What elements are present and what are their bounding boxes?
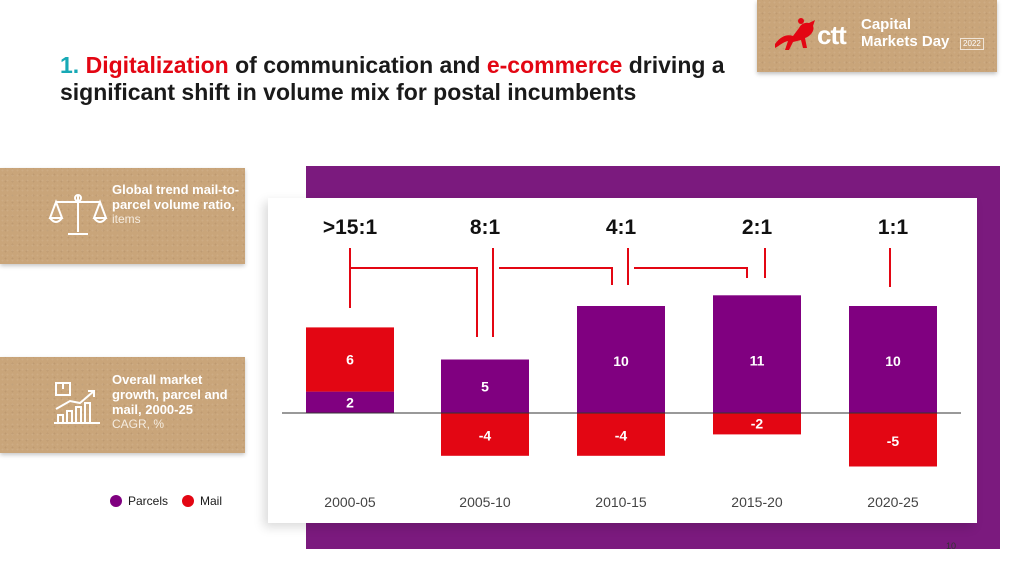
logo-line2: Markets Day — [861, 33, 950, 50]
horse-rider-icon — [775, 18, 815, 50]
title-keyword-digitalization: Digitalization — [85, 52, 229, 78]
bar-parcels-2005-10 — [441, 359, 529, 413]
title-number: 1. — [60, 52, 80, 78]
parcel-chart-icon — [54, 382, 100, 424]
ratio-label-1: 8:1 — [470, 216, 501, 239]
period-label-2015-20: 2015-20 — [731, 494, 783, 510]
ratio-label-3: 2:1 — [742, 216, 773, 239]
bar-parcels-2020-25 — [849, 306, 937, 413]
period-label-2005-10: 2005-10 — [459, 494, 511, 510]
connector-0-1 — [350, 267, 478, 337]
period-label-2020-25: 2020-25 — [867, 494, 919, 510]
period-label-2010-15: 2010-15 — [595, 494, 647, 510]
growth-info-text: Overall market growth, parcel and mail, … — [112, 372, 240, 432]
ratio-label-0: >15:1 — [323, 216, 378, 239]
chart-legend: Parcels Mail — [110, 494, 236, 508]
bar-mail-2005-10 — [441, 413, 529, 456]
page-title: 1. Digitalization of communication and e… — [60, 52, 750, 106]
growth-info-title: Overall market growth, parcel and mail, … — [112, 372, 228, 417]
label-parcels-2000-05: 2 — [346, 394, 354, 410]
label-mail-2015-20: -2 — [751, 416, 764, 432]
title-rest: driving a significant shift in volume mi… — [60, 52, 725, 105]
logo-box: ctt Capital Markets Day 2022 — [757, 0, 997, 72]
ratio-info-box: Global trend mail-to-parcel volume ratio… — [0, 168, 245, 264]
bar-mail-2020-25 — [849, 413, 937, 467]
label-mail-2020-25: -5 — [887, 433, 900, 449]
legend-item-parcels: Parcels — [110, 494, 168, 508]
period-label-2000-05: 2000-05 — [324, 494, 376, 510]
scales-icon — [48, 194, 108, 235]
logo-line1: Capital — [861, 16, 912, 33]
ratio-label-4: 1:1 — [878, 216, 909, 239]
label-parcels-2010-15: 10 — [613, 353, 629, 369]
label-mail-2000-05: 6 — [346, 352, 354, 368]
label-parcels-2020-25: 10 — [885, 353, 901, 369]
legend-label-mail: Mail — [200, 494, 223, 508]
legend-item-mail: Mail — [182, 494, 222, 508]
bar-mail-2015-20 — [713, 413, 801, 435]
bar-mail-2000-05 — [306, 327, 394, 392]
page-number: 10 — [946, 541, 957, 551]
legend-dot-mail — [182, 495, 195, 507]
ratio-info-title: Global trend mail-to-parcel volume ratio… — [112, 182, 240, 212]
bar-mail-2010-15 — [577, 413, 665, 456]
logo-ctt-text: ctt — [817, 20, 847, 50]
label-parcels-2015-20: 11 — [750, 352, 765, 368]
label-parcels-2005-10: 5 — [481, 378, 489, 394]
ratio-info-text: Global trend mail-to-parcel volume ratio… — [112, 182, 240, 227]
label-mail-2010-15: -4 — [615, 427, 628, 443]
logo-event-name: Capital Markets Day — [861, 16, 949, 50]
ratio-label-2: 4:1 — [606, 216, 637, 239]
title-keyword-ecommerce: e-commerce — [486, 52, 623, 78]
logo-badge: 2022 — [960, 38, 984, 50]
legend-label-parcels: Parcels — [128, 494, 169, 508]
legend-dot-parcels — [110, 495, 122, 507]
bar-parcels-2015-20 — [713, 295, 801, 413]
title-middle: of communication and — [228, 52, 487, 78]
growth-info-unit: CAGR, % — [112, 417, 165, 431]
ratio-info-unit: items — [112, 212, 141, 226]
bar-parcels-2010-15 — [577, 306, 665, 413]
growth-info-box: Overall market growth, parcel and mail, … — [0, 357, 245, 453]
label-mail-2005-10: -4 — [479, 427, 492, 443]
bar-parcels-2000-05 — [306, 391, 394, 413]
connector-1-2 — [499, 267, 613, 285]
connector-2-3 — [634, 267, 748, 278]
